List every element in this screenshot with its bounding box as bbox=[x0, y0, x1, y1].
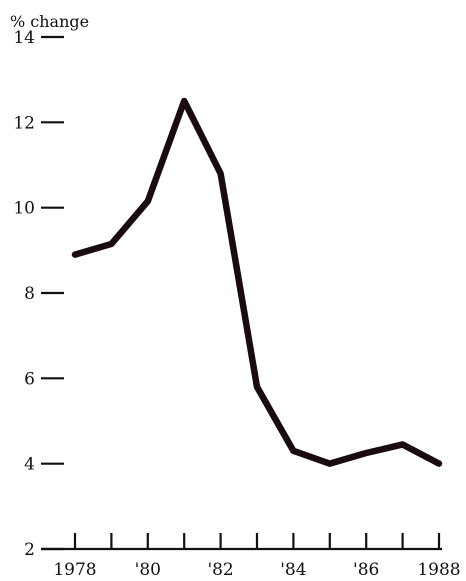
y-axis: 2 4 6 8 10 12 14 bbox=[13, 28, 64, 560]
y-tick-label: 6 bbox=[24, 369, 35, 389]
x-tick-label: '80 bbox=[135, 560, 161, 580]
y-tick-label: 14 bbox=[13, 28, 35, 48]
x-tick-label: '82 bbox=[207, 560, 233, 580]
y-tick-label: 10 bbox=[13, 199, 35, 219]
y-tick-label: 12 bbox=[13, 113, 35, 133]
y-tick-label: 4 bbox=[24, 455, 35, 475]
x-tick-label: 1988 bbox=[417, 560, 460, 580]
y-tick-label: 8 bbox=[24, 284, 35, 304]
series-layer bbox=[71, 97, 443, 467]
x-tick-label: 1978 bbox=[53, 560, 96, 580]
series-line bbox=[71, 97, 443, 467]
x-tick-label: '84 bbox=[280, 560, 306, 580]
y-axis-label: % change bbox=[10, 12, 89, 31]
x-tick-label: '86 bbox=[353, 560, 379, 580]
y-tick-label: 2 bbox=[24, 540, 35, 560]
x-axis: 1978 '80 '82 '84 '86 1988 bbox=[41, 533, 461, 580]
